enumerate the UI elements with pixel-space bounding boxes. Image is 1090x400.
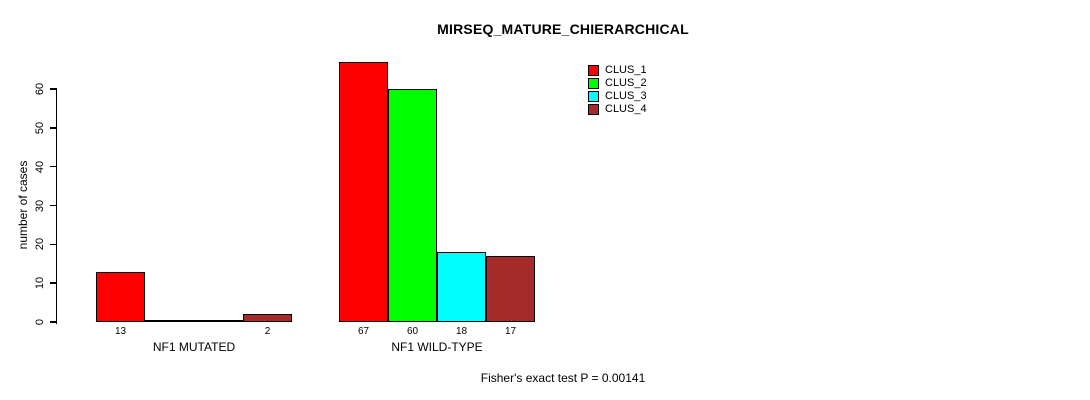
bar-clus-1-group2 [339,61,388,322]
bar-clus-3-group1 [194,320,243,322]
bar-clus-4-group1 [243,314,292,322]
legend-item-clus-4: CLUS_4 [588,103,647,116]
y-tick-label: 0 [34,318,46,326]
bar-value-label-clus-1-group2: 67 [357,326,370,337]
bar-clus-4-group2 [486,255,535,322]
y-axis-label: number of cases [16,160,30,250]
legend-item-clus-3: CLUS_3 [588,90,647,103]
bar-clus-3-group2 [437,252,486,322]
legend-swatch-clus-4 [588,104,599,115]
y-tick-label: 30 [34,199,46,212]
chart-title: MIRSEQ_MATURE_CHIERARCHICAL [437,21,689,37]
category-label-nf1-mutated: NF1 MUTATED [152,340,236,354]
legend-label-clus-3: CLUS_3 [605,90,647,102]
annotation-fisher-test: Fisher's exact test P = 0.00141 [480,371,646,385]
legend-item-clus-1: CLUS_1 [588,64,647,77]
category-label-nf1-wild-type: NF1 WILD-TYPE [391,340,483,354]
legend-swatch-clus-2 [588,78,599,89]
bar-clus-2-group1 [145,320,194,322]
bar-value-label-clus-1-group1: 13 [114,326,127,337]
y-tick [50,282,57,284]
legend-label-clus-4: CLUS_4 [605,103,647,115]
y-tick-label: 20 [34,238,46,251]
y-tick [50,204,57,207]
legend-item-clus-2: CLUS_2 [588,77,647,90]
legend: CLUS_1 CLUS_2 CLUS_3 CLUS_4 [588,64,647,116]
legend-swatch-clus-1 [588,65,599,76]
bar-value-label-clus-2-group2: 60 [406,326,419,337]
bar-clus-1-group1 [96,271,145,322]
y-tick [50,243,57,246]
bar-clus-2-group2 [388,89,437,322]
y-tick-label: 10 [34,277,46,290]
y-tick [50,165,57,168]
bar-value-label-clus-4-group1: 2 [264,326,271,337]
y-tick [50,88,57,90]
y-tick-label: 50 [34,121,46,134]
y-tick-label: 40 [34,160,46,173]
y-tick [50,321,57,323]
bar-value-label-clus-3-group2: 18 [455,326,468,337]
y-tick-label: 60 [34,82,46,96]
bar-value-label-clus-4-group2: 17 [504,326,517,337]
legend-label-clus-2: CLUS_2 [605,77,647,89]
y-axis-line [55,89,57,324]
y-tick [50,127,57,129]
legend-swatch-clus-3 [588,91,599,102]
legend-label-clus-1: CLUS_1 [605,64,647,76]
